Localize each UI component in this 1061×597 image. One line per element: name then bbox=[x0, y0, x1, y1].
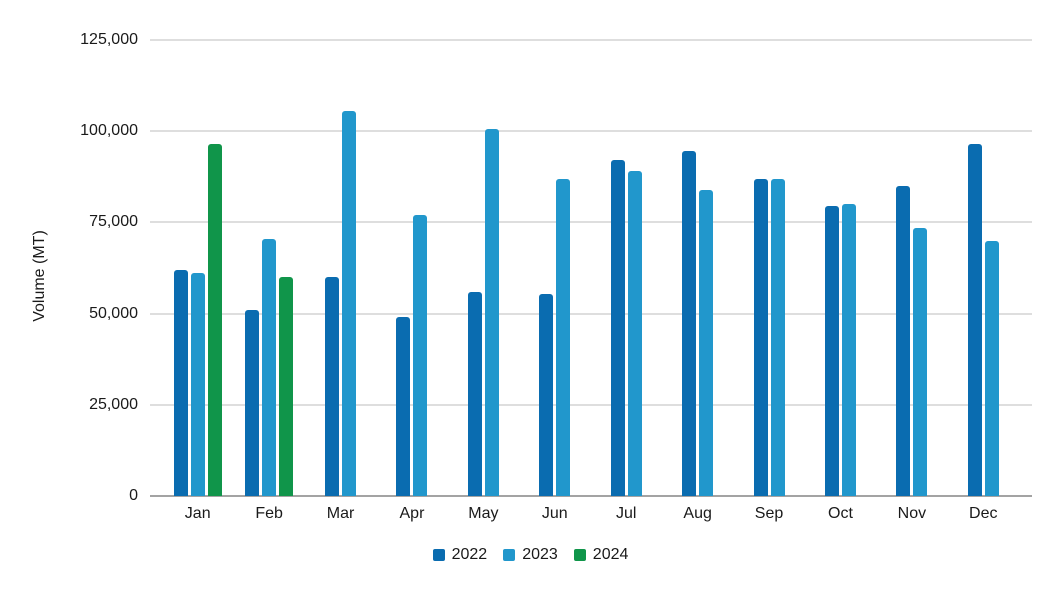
bar-2023-mar bbox=[342, 111, 357, 496]
x-tick-label-sep: Sep bbox=[754, 505, 784, 522]
bar-2022-nov bbox=[896, 185, 911, 496]
legend-swatch-2024 bbox=[573, 549, 586, 561]
x-tick-label-jan: Jan bbox=[184, 505, 211, 522]
bar-2022-apr bbox=[396, 317, 411, 496]
y-tick-label: 25,000 bbox=[89, 395, 138, 413]
bar-2022-jan bbox=[173, 269, 188, 496]
bar-2022-aug bbox=[682, 151, 697, 496]
y-tick-label: 50,000 bbox=[89, 304, 138, 322]
bar-2023-jan bbox=[190, 273, 205, 496]
x-tick-label-mar: Mar bbox=[326, 505, 355, 522]
x-axis-baseline bbox=[150, 495, 1032, 497]
bar-2024-jan bbox=[207, 143, 222, 496]
y-tick-label: 125,000 bbox=[80, 31, 138, 48]
bar-2022-jun bbox=[539, 293, 554, 496]
bar-2023-dec bbox=[984, 240, 999, 496]
x-tick-label-dec: Dec bbox=[969, 505, 998, 522]
legend-item-2024: 2024 bbox=[573, 546, 629, 564]
legend-label: 2024 bbox=[592, 546, 629, 563]
x-tick-label-jul: Jul bbox=[615, 505, 637, 522]
y-gridline bbox=[150, 312, 1032, 315]
bar-2023-jun bbox=[556, 178, 571, 496]
legend-label: 2022 bbox=[451, 546, 488, 563]
legend-swatch-2022 bbox=[432, 549, 445, 561]
bar-2022-jul bbox=[610, 160, 625, 496]
x-tick-label-apr: Apr bbox=[399, 505, 425, 522]
bar-2023-oct bbox=[841, 204, 856, 496]
bar-2023-jul bbox=[627, 171, 642, 496]
y-gridline bbox=[150, 39, 1032, 41]
bar-2023-nov bbox=[913, 227, 928, 496]
y-gridline bbox=[150, 403, 1032, 406]
x-tick-label-may: May bbox=[468, 505, 499, 522]
x-tick-label-jun: Jun bbox=[541, 505, 568, 522]
legend: 2022 2023 2024 bbox=[0, 546, 1061, 564]
y-gridline bbox=[150, 221, 1032, 224]
bar-2022-dec bbox=[967, 143, 982, 496]
bar-2022-oct bbox=[824, 205, 839, 496]
bar-2023-may bbox=[484, 129, 499, 496]
y-tick-label: 100,000 bbox=[80, 122, 138, 140]
bar-2024-feb bbox=[279, 277, 294, 496]
legend-swatch-2023 bbox=[503, 549, 516, 561]
x-tick-label-oct: Oct bbox=[828, 505, 853, 522]
legend-label: 2023 bbox=[522, 546, 558, 563]
bar-2023-apr bbox=[413, 215, 428, 496]
y-gridline bbox=[150, 130, 1032, 133]
bar-2022-feb bbox=[245, 309, 260, 496]
bar-2023-aug bbox=[699, 189, 714, 496]
bar-2022-may bbox=[467, 291, 482, 496]
bar-2023-sep bbox=[770, 178, 785, 496]
y-tick-label: 75,000 bbox=[89, 213, 138, 231]
legend-item-2022: 2022 bbox=[432, 546, 488, 564]
x-tick-label-nov: Nov bbox=[897, 505, 927, 522]
bar-2022-mar bbox=[325, 277, 340, 496]
x-tick-label-aug: Aug bbox=[683, 505, 712, 522]
bar-2023-feb bbox=[262, 238, 277, 496]
x-tick-label-feb: Feb bbox=[255, 505, 283, 522]
bar-2022-sep bbox=[753, 178, 768, 496]
legend-item-2023: 2023 bbox=[503, 546, 558, 564]
y-tick-label: 0 bbox=[129, 487, 138, 504]
